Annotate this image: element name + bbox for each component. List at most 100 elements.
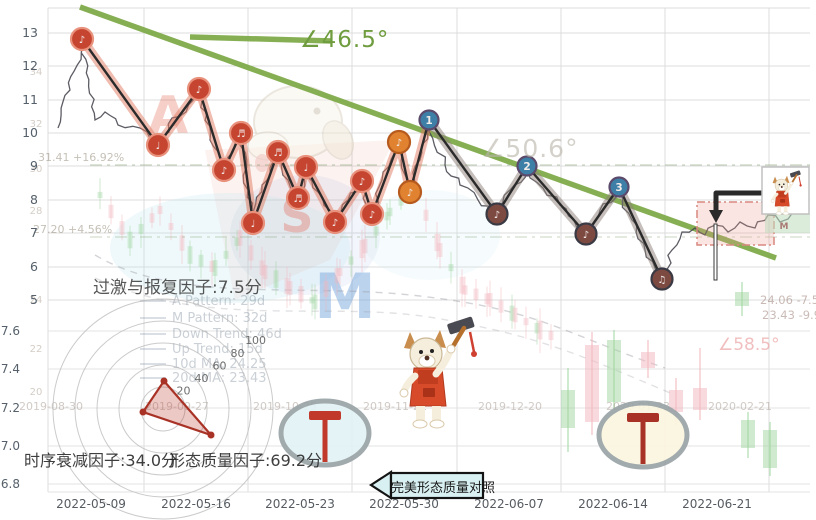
pivot-note-marker[interactable]: ♬ [265, 139, 291, 165]
svg-text:60: 60 [213, 359, 227, 372]
pivot-note-marker[interactable]: ♪ [397, 179, 423, 205]
x-axis-date-label: 2022-05-23 [265, 497, 335, 511]
svg-text:♪: ♪ [407, 188, 413, 199]
overreaction-factor-label: 过激与报复因子:7.5分 [93, 278, 262, 298]
svg-text:♩: ♩ [304, 163, 309, 174]
x-axis-date-label: 2022-06-21 [682, 497, 752, 511]
x-axis-date-label: 2022-05-09 [56, 497, 126, 511]
wave-number-badge[interactable]: 3 [608, 176, 630, 198]
svg-text:20d MA: 23.43: 20d MA: 23.43 [172, 371, 267, 386]
svg-text:31.41 +16.92%: 31.41 +16.92% [38, 151, 124, 164]
svg-text:22: 22 [30, 344, 43, 355]
svg-text:30: 30 [30, 164, 43, 175]
svg-text:23.43 -9.9%: 23.43 -9.9% [762, 308, 816, 322]
svg-text:2: 2 [523, 161, 530, 173]
time-decay-factor-label: 时序衰减因子:34.0分 [24, 451, 178, 470]
pivot-note-marker[interactable]: ♩ [145, 132, 171, 158]
y-axis-sub-label: 7.0 [0, 439, 20, 453]
svg-text:♩: ♩ [251, 219, 256, 230]
pivot-note-marker[interactable]: ♪ [359, 201, 385, 227]
perfect-pattern-cta[interactable]: 完美形态质量对照 [391, 481, 496, 496]
pivot-note-marker[interactable]: ♪ [386, 129, 412, 155]
y-axis-main-label: 5 [30, 292, 38, 307]
pivot-note-marker[interactable]: ♩ [240, 210, 266, 236]
svg-text:♬: ♬ [274, 148, 283, 159]
hammer-signal-ellipse [596, 400, 690, 470]
svg-text:Down Trend: 46d: Down Trend: 46d [172, 327, 282, 342]
y-axis-main-label: 10 [22, 125, 38, 140]
pivot-note-marker[interactable]: ♪ [211, 157, 237, 183]
svg-text:♪: ♪ [369, 210, 375, 221]
y-axis-sub-label: 7.4 [0, 362, 20, 376]
y-axis-main-label: 6 [30, 259, 38, 274]
svg-text:24: 24 [30, 295, 43, 306]
pivot-note-marker[interactable]: ♪ [322, 209, 348, 235]
svg-text:♪: ♪ [221, 166, 227, 177]
price-level-lines: 31.41 +16.92% 27.20 +4.56% [33, 151, 810, 238]
y-axis-sub-label: 7.2 [0, 401, 20, 415]
svg-text:2019-12-20: 2019-12-20 [478, 400, 542, 413]
trend-angle-label: ∠46.5° [300, 27, 390, 53]
svg-text:M: M [780, 222, 789, 232]
y-axis-sub-label: 7.6 [0, 324, 20, 338]
background-annotations: 343230282422202019-08-302019-09-272019-1… [19, 67, 816, 413]
svg-text:27.20 +4.56%: 27.20 +4.56% [33, 223, 112, 236]
svg-text:10d MA: 24.25: 10d MA: 24.25 [172, 357, 267, 372]
svg-text:♪: ♪ [494, 210, 500, 221]
x-axis-date-label: 2022-06-07 [474, 497, 544, 511]
y-axis-main-label: 12 [22, 58, 38, 73]
svg-text:♬: ♬ [294, 194, 303, 205]
cta-arrow-shape[interactable] [368, 469, 485, 501]
svg-text:♬: ♬ [237, 129, 246, 140]
y-axis-main-label: 13 [22, 25, 38, 40]
svg-text:A Pattern: 29d: A Pattern: 29d [172, 294, 265, 309]
svg-text:32: 32 [30, 119, 43, 130]
y-axis-sub-label: 6.8 [0, 477, 20, 491]
wave-number-badge[interactable]: 1 [418, 109, 440, 131]
svg-text:24.06 -7.5%: 24.06 -7.5% [760, 293, 816, 307]
y-axis-main-label: 9 [30, 158, 38, 173]
pivot-note-marker[interactable]: ♪ [574, 222, 598, 246]
svg-text:2019-09-27: 2019-09-27 [145, 400, 209, 413]
y-axis-main-label: 8 [30, 192, 38, 207]
secondary-angle-label: ∠50.6° [482, 134, 579, 163]
svg-text:2019-08-30: 2019-08-30 [19, 400, 83, 413]
svg-text:80: 80 [231, 347, 245, 360]
svg-text:M Pattern: 32d: M Pattern: 32d [172, 311, 267, 326]
y-axis-main-label: 11 [22, 92, 38, 107]
pivot-note-marker[interactable]: ♩ [293, 154, 319, 180]
svg-text:28: 28 [30, 206, 43, 217]
pivot-note-marker[interactable]: ♬ [285, 185, 311, 211]
pivot-note-marker[interactable]: ♪ [485, 202, 509, 226]
pivot-note-marker[interactable]: ♪ [69, 26, 95, 52]
hammer-signal-ellipse [278, 398, 372, 468]
svg-text:20: 20 [30, 387, 43, 398]
pivot-note-marker[interactable]: ♬ [228, 120, 254, 146]
pivot-note-marker[interactable]: ♪ [186, 76, 212, 102]
pivot-note-marker[interactable]: ♪ [349, 168, 375, 194]
svg-text:♪: ♪ [79, 35, 85, 46]
x-axis-date-label: 2022-05-16 [161, 497, 231, 511]
svg-text:♪: ♪ [359, 177, 365, 188]
svg-text:100: 100 [245, 334, 266, 347]
svg-text:♫: ♫ [658, 275, 667, 286]
svg-text:♪: ♪ [583, 230, 589, 241]
svg-text:♪: ♪ [196, 85, 202, 96]
x-axis-date-label: 2022-05-30 [369, 497, 439, 511]
svg-text:♩: ♩ [156, 141, 161, 152]
pattern-quality-factor-label: 形态质量因子:69.2分 [169, 451, 323, 470]
zigzag-markers: ♪ ♩ ♪ ♪ ♬ ♩ ♬ ♬ ♩ ♪ ♪ ♪ ♪ ♪ 1 ♪ 2 ♪ 3 ♫ [69, 26, 674, 291]
wave-number-badge[interactable]: 2 [516, 155, 538, 177]
svg-text:Up Trend: 15d: Up Trend: 15d [172, 342, 263, 357]
tertiary-angle-label: ∠58.5° [718, 335, 780, 355]
y-axis-main-label: 7 [30, 225, 38, 240]
svg-text:♪: ♪ [396, 138, 402, 149]
svg-text:2020-02-21: 2020-02-21 [708, 400, 772, 413]
svg-text:♪: ♪ [332, 218, 338, 229]
mini-green-panel [765, 214, 810, 233]
pointer-arrow [709, 190, 778, 281]
pivot-note-marker[interactable]: ♫ [650, 267, 674, 291]
